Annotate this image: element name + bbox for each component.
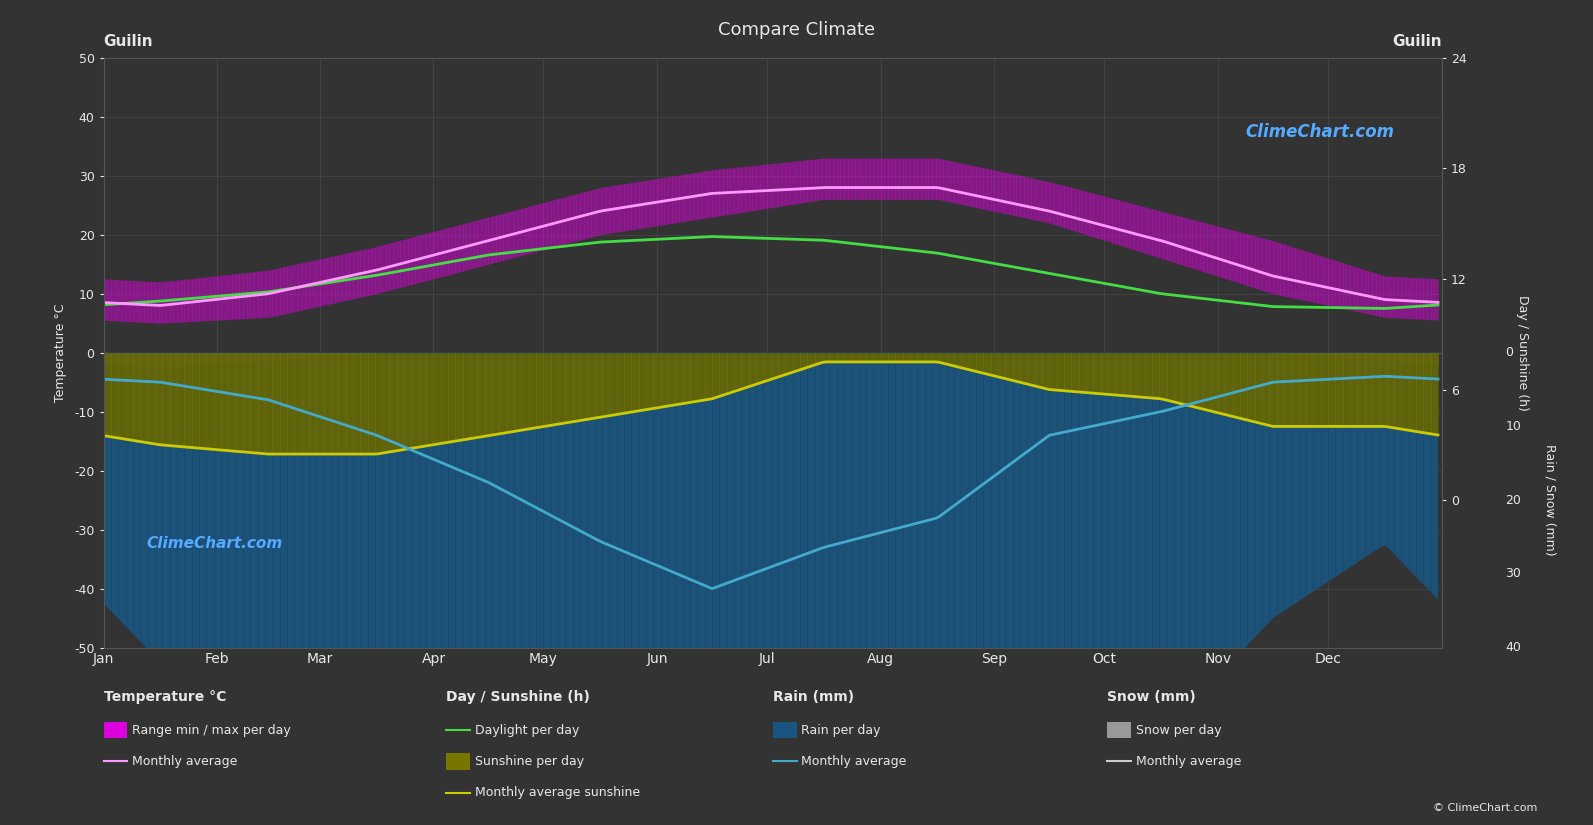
Text: Compare Climate: Compare Climate bbox=[718, 21, 875, 39]
Text: Daylight per day: Daylight per day bbox=[475, 724, 580, 737]
Text: Guilin: Guilin bbox=[104, 35, 153, 50]
Text: Monthly average: Monthly average bbox=[132, 755, 237, 768]
Text: Snow per day: Snow per day bbox=[1136, 724, 1222, 737]
Text: ClimeChart.com: ClimeChart.com bbox=[147, 535, 282, 550]
Text: 30: 30 bbox=[1505, 568, 1521, 581]
Text: Snow (mm): Snow (mm) bbox=[1107, 691, 1196, 705]
Text: Guilin: Guilin bbox=[1392, 35, 1442, 50]
Text: Monthly average sunshine: Monthly average sunshine bbox=[475, 786, 640, 799]
Text: 40: 40 bbox=[1505, 641, 1521, 654]
Text: Range min / max per day: Range min / max per day bbox=[132, 724, 292, 737]
Y-axis label: Day / Sunshine (h): Day / Sunshine (h) bbox=[1517, 295, 1529, 411]
Text: Rain per day: Rain per day bbox=[801, 724, 881, 737]
Text: Rain / Snow (mm): Rain / Snow (mm) bbox=[1544, 445, 1556, 556]
Text: 20: 20 bbox=[1505, 493, 1521, 507]
Text: ClimeChart.com: ClimeChart.com bbox=[1246, 123, 1395, 140]
Y-axis label: Temperature °C: Temperature °C bbox=[54, 304, 67, 402]
Text: 0: 0 bbox=[1505, 346, 1513, 359]
Text: Day / Sunshine (h): Day / Sunshine (h) bbox=[446, 691, 589, 705]
Text: Rain (mm): Rain (mm) bbox=[773, 691, 854, 705]
Text: Monthly average: Monthly average bbox=[801, 755, 906, 768]
Text: Temperature °C: Temperature °C bbox=[104, 691, 226, 705]
Text: 10: 10 bbox=[1505, 420, 1521, 433]
Text: Sunshine per day: Sunshine per day bbox=[475, 755, 585, 768]
Text: Monthly average: Monthly average bbox=[1136, 755, 1241, 768]
Text: © ClimeChart.com: © ClimeChart.com bbox=[1432, 803, 1537, 813]
